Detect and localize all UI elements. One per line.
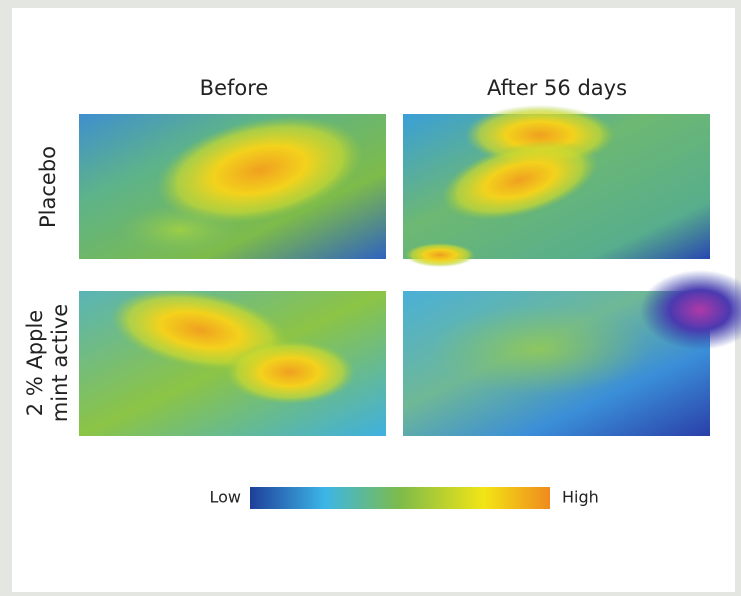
heatmap-image — [79, 99, 386, 259]
heatmap-image — [79, 277, 386, 436]
color-scale — [250, 487, 550, 509]
row-label: mint active — [48, 304, 72, 422]
row-label: 2 % Apple — [23, 310, 47, 416]
scale-high-label: High — [562, 488, 599, 507]
row-label: Placebo — [36, 146, 60, 228]
column-header: Before — [200, 76, 269, 100]
figure: Before After 56 days Placebo 2 % Apple m… — [0, 0, 741, 596]
heatmap-image — [403, 105, 710, 267]
scale-low-label: Low — [209, 488, 241, 507]
heatmap-image — [403, 270, 741, 436]
page: Before After 56 days Placebo 2 % Apple m… — [0, 0, 741, 596]
column-header: After 56 days — [487, 76, 627, 100]
